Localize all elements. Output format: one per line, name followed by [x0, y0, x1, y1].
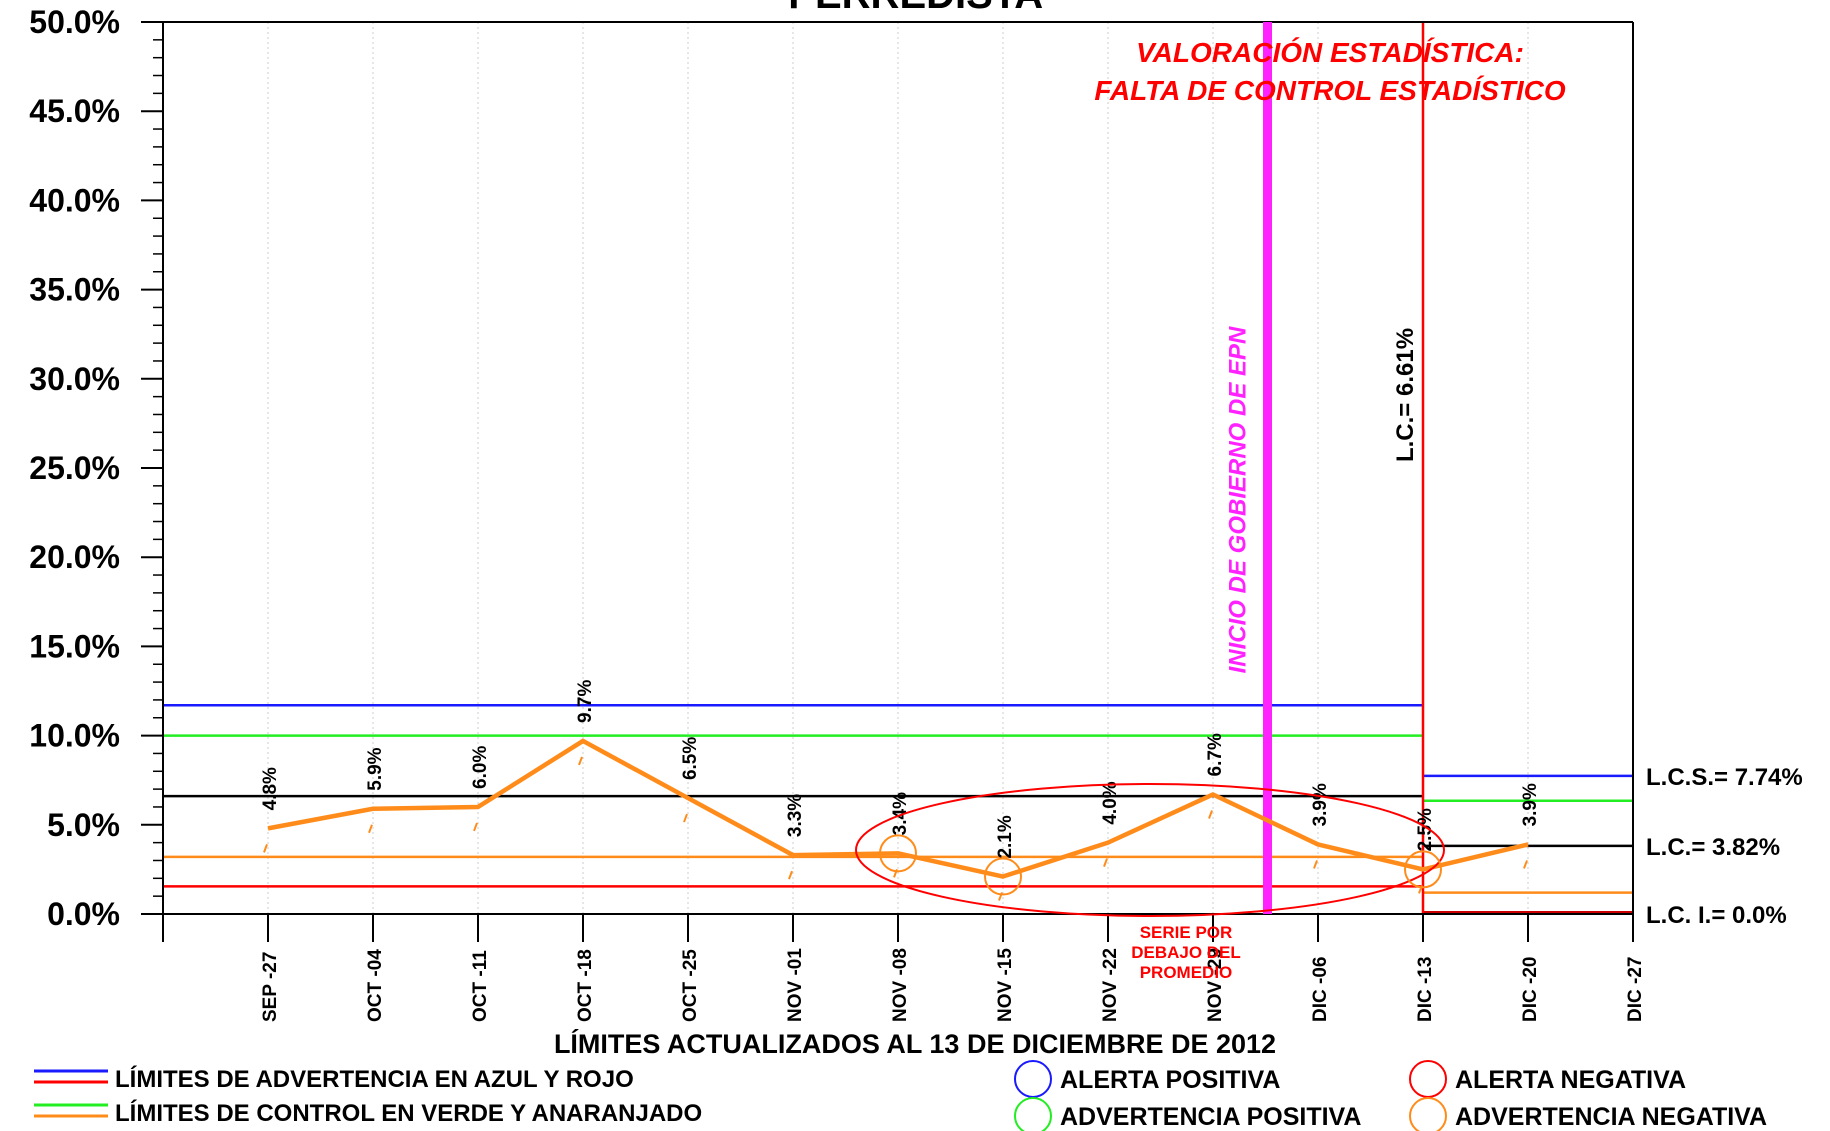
series-point-mark [1103, 858, 1108, 867]
x-tick-label: OCT -25 [680, 949, 701, 1022]
series-point-mark [1208, 810, 1213, 819]
axes: 0.0% 5.0% 10.0% 15.0% 20.0% 25.0% 30.0% 35.0% 40… [29, 4, 1646, 1022]
y-tick-label: 45.0% [29, 93, 120, 129]
x-tick-label: NOV -15 [995, 948, 1016, 1022]
limit-label-after: L.C. I.= 0.0% [1646, 902, 1787, 929]
data-label: 3.9% [1520, 783, 1541, 826]
top-annotation-line-1: VALORACIÓN ESTADÍSTICA: [1136, 37, 1524, 68]
series-point-mark [683, 813, 688, 823]
x-tick-label: DIC -06 [1310, 957, 1331, 1022]
vertical-marker: INICIO DE GOBIERNO DE EPN [1225, 22, 1272, 914]
limit-label-after: L.C.= 3.82% [1646, 834, 1780, 861]
y-tick-label: 15.0% [29, 628, 120, 664]
legend-line-label: LÍMITES DE CONTROL EN VERDE Y ANARANJADO [115, 1099, 702, 1127]
below-average-ellipse [855, 783, 1445, 917]
y-tick-label: 10.0% [29, 718, 120, 754]
x-tick-label: DIC -20 [1520, 957, 1541, 1022]
series-point-mark [263, 844, 268, 853]
ellipse-note: PROMEDIO [1140, 963, 1233, 982]
series-point-mark [578, 756, 583, 766]
data-label: 6.7% [1205, 733, 1226, 776]
alert-circle [1404, 850, 1442, 889]
x-tick-label: NOV -29 [1205, 948, 1226, 1022]
series-point-mark [473, 822, 478, 832]
y-tick-label: 20.0% [29, 539, 120, 575]
data-label: 3.4% [890, 792, 911, 835]
x-tick-label: OCT -18 [575, 949, 596, 1022]
legend-circle-swatch [1409, 1060, 1447, 1098]
data-label: 9.7% [575, 680, 596, 723]
legend-circle-label: ALERTA POSITIVA [1060, 1066, 1280, 1094]
series-point-mark [788, 870, 793, 880]
y-tick-label: 5.0% [47, 807, 120, 843]
y-tick-label: 40.0% [29, 182, 120, 218]
y-tick-label: 30.0% [29, 361, 120, 397]
legend-circle-swatch [1014, 1097, 1052, 1131]
alert-circle [984, 857, 1022, 896]
x-tick-label: OCT -11 [470, 950, 491, 1022]
series-point-mark [1313, 860, 1318, 869]
y-tick-label: 35.0% [29, 272, 120, 308]
vertical-marker-label: INICIO DE GOBIERNO DE EPN [1225, 326, 1252, 673]
series-point-mark [368, 824, 373, 834]
data-label: 6.5% [680, 737, 701, 780]
top-annotation-line-2: FALTA DE CONTROL ESTADÍSTICO [1094, 75, 1566, 106]
x-tick-label: NOV -22 [1100, 948, 1121, 1022]
x-tick-label: DIC -13 [1415, 957, 1436, 1022]
x-tick-label: NOV -08 [890, 948, 911, 1022]
limit-label-before: L.C.= 6.61% [1392, 328, 1419, 462]
chart-title: - PERREDISTA - [764, 0, 1066, 17]
data-label: 4.8% [260, 767, 281, 810]
limit-label-after: L.C.S.= 7.74% [1646, 764, 1803, 791]
legend-circle-label: ALERTA NEGATIVA [1455, 1066, 1686, 1094]
data-label: 2.5% [1415, 808, 1436, 851]
y-tick-label: 0.0% [47, 896, 120, 932]
series-point-mark [1523, 860, 1528, 869]
y-tick-label: 50.0% [29, 4, 120, 40]
alert-circle [879, 834, 917, 873]
y-tick-label: 25.0% [29, 450, 120, 486]
legend: LÍMITES DE ADVERTENCIA EN AZUL Y ROJO LÍM… [34, 1060, 1767, 1131]
x-tick-label: SEP -27 [260, 952, 281, 1022]
annotations: L.C.= 6.61% L.C.S.= 7.74% L.C.= 3.82% L.C. … [855, 328, 1803, 982]
x-axis-title: LÍMITES ACTUALIZADOS AL 13 DE DICIEMBRE … [554, 1028, 1276, 1059]
x-tick-label: NOV -01 [785, 948, 806, 1022]
legend-circle-swatch [1409, 1097, 1447, 1131]
ellipse-note: SERIE POR [1140, 923, 1233, 942]
data-label: 4.0% [1100, 781, 1121, 824]
ellipse-note: DEBAJO DEL [1131, 943, 1241, 962]
data-label: 3.3% [785, 794, 806, 837]
legend-circle-label: ADVERTENCIA POSITIVA [1060, 1103, 1361, 1131]
data-label: 2.1% [995, 815, 1016, 858]
series-line [267, 738, 1529, 879]
legend-circle-label: ADVERTENCIA NEGATIVA [1455, 1103, 1767, 1131]
data-label: 5.9% [365, 747, 386, 790]
data-series: 4.8% 5.9% 6.0% 9.7% 6.5% 3.3% 3.4% 2.1% 4.0% 6.7%… [260, 680, 1541, 901]
x-tick-label: DIC -27 [1625, 957, 1646, 1022]
x-tick-label: OCT -04 [365, 949, 386, 1022]
legend-line-label: LÍMITES DE ADVERTENCIA EN AZUL Y ROJO [115, 1065, 634, 1093]
limit-lines [163, 22, 1633, 914]
legend-circle-swatch [1014, 1060, 1052, 1098]
data-label: 6.0% [470, 746, 491, 789]
data-label: 3.9% [1310, 783, 1331, 826]
